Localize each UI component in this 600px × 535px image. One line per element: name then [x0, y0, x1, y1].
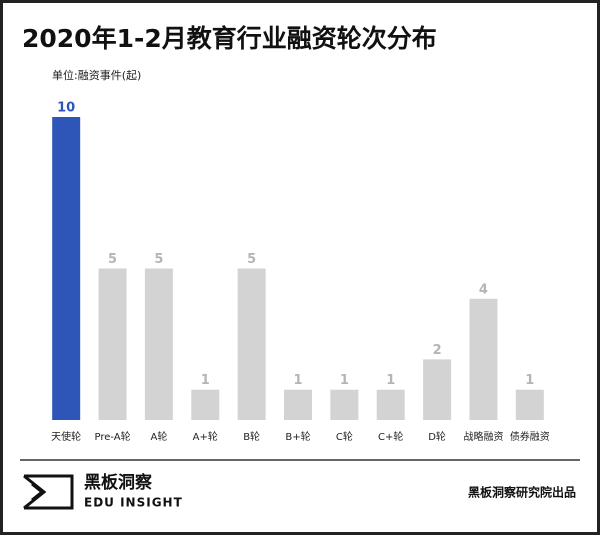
logo-title: 黑板洞察	[84, 472, 153, 493]
x-tick-label: B+轮	[285, 430, 310, 443]
value-label: 1	[293, 373, 302, 388]
bar	[144, 268, 173, 420]
x-tick-label: 债券融资	[510, 430, 550, 443]
value-label: 2	[433, 343, 442, 358]
bar	[284, 389, 312, 420]
x-tick-label: 战略融资	[463, 430, 503, 443]
bar	[330, 389, 359, 420]
x-tick-label: 天使轮	[51, 430, 81, 443]
logo-subtitle: EDU INSIGHT	[84, 496, 183, 510]
value-label: 1	[340, 373, 349, 388]
bar	[469, 298, 498, 420]
bar	[376, 389, 405, 420]
x-tick-label: A+轮	[193, 430, 218, 443]
value-label: 5	[108, 252, 117, 267]
value-label: 10	[57, 101, 75, 116]
bar	[237, 268, 266, 420]
value-label: 4	[479, 282, 488, 297]
value-label: 5	[154, 252, 163, 267]
logo-icon	[23, 474, 74, 510]
value-label: 1	[201, 373, 210, 388]
bar	[98, 268, 127, 420]
bar	[52, 117, 81, 420]
value-label: 1	[386, 373, 395, 388]
value-label: 5	[247, 252, 256, 267]
unit-label: 单位:融资事件(起)	[52, 68, 141, 82]
bar	[423, 359, 452, 420]
x-tick-label: B轮	[243, 430, 260, 443]
x-tick-label: C+轮	[378, 430, 403, 443]
x-tick-label: Pre-A轮	[94, 430, 130, 443]
x-tick-label: D轮	[428, 430, 446, 443]
chart-title: 2020年1-2月教育行业融资轮次分布	[22, 24, 437, 53]
source: 黑板洞察研究院出品	[468, 485, 576, 500]
value-label: 1	[525, 373, 534, 388]
x-tick-label: A轮	[150, 430, 167, 443]
x-tick-label: C轮	[336, 430, 353, 443]
bar	[515, 389, 544, 420]
bar	[191, 389, 220, 420]
